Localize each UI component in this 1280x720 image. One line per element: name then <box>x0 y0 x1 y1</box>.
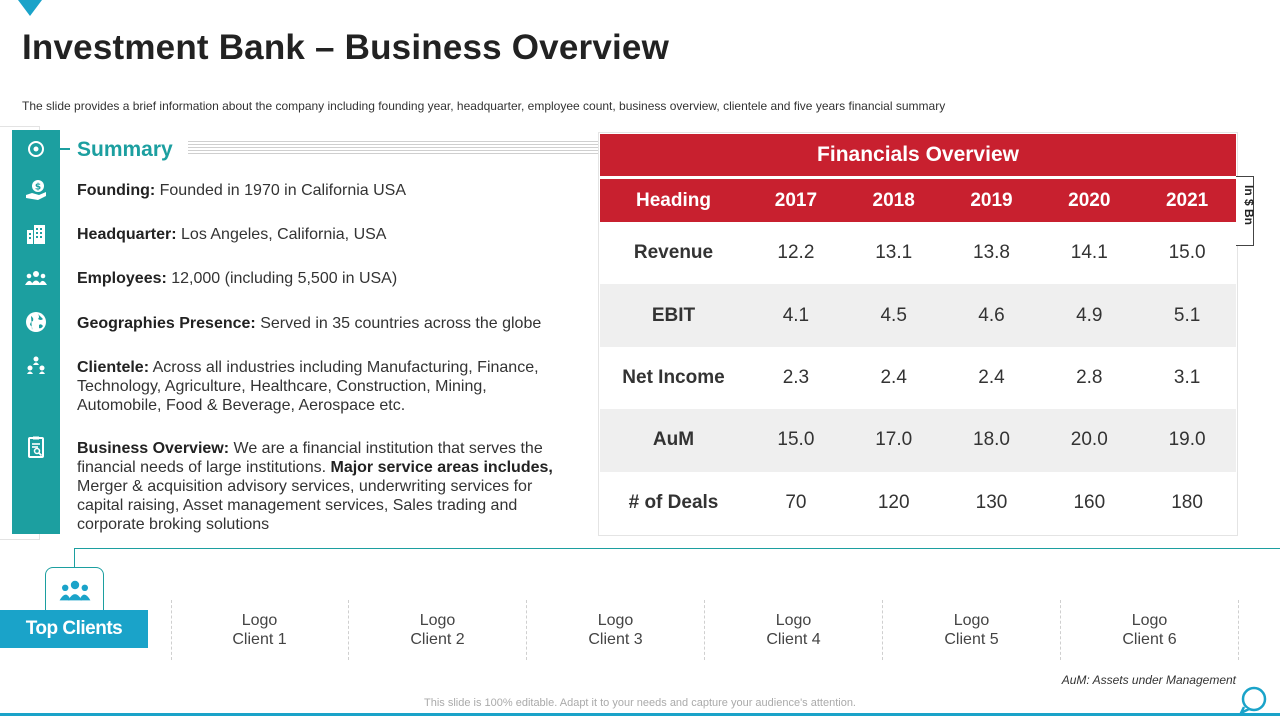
row-label: EBIT <box>600 284 747 347</box>
table-cell: 120 <box>877 491 910 513</box>
column-header: 2021 <box>1138 179 1236 222</box>
table-header-row: Heading 2017 2018 2019 2020 2021 <box>600 179 1236 222</box>
table-cell: 180 <box>1171 491 1203 513</box>
page-title: Investment Bank – Business Overview <box>22 28 669 67</box>
table-cell: 18.0 <box>942 409 1041 472</box>
table-row: EBIT 4.1 4.5 4.6 4.9 5.1 <box>600 284 1236 347</box>
unit-label: In $ Bn <box>1236 176 1256 246</box>
client-logo-6: Logo Client 6 <box>1061 600 1239 660</box>
summary-icon-sidebar: $ <box>12 130 60 534</box>
table-cell: 2.4 <box>978 366 1005 388</box>
table-cell: 4.6 <box>942 284 1041 347</box>
summary-item-business-overview: Business Overview: We are a financial in… <box>77 440 553 533</box>
summary-connector <box>60 148 70 150</box>
table-cell: 2.8 <box>1076 366 1103 388</box>
corner-triangle-decoration <box>18 0 42 16</box>
row-label: AuM <box>600 409 747 472</box>
aum-footnote: AuM: Assets under Management <box>1061 673 1236 687</box>
table-cell: 160 <box>1073 491 1106 513</box>
top-clients-label: Top Clients <box>0 610 148 648</box>
summary-item-clientele: Clientele: Across all industries includi… <box>77 359 539 414</box>
row-label: Net Income <box>622 366 725 388</box>
client-logo-3: Logo Client 3 <box>527 600 705 660</box>
table-cell: 5.1 <box>1138 284 1236 347</box>
column-header: 2018 <box>844 179 943 222</box>
row-label: # of Deals <box>628 491 719 513</box>
clients-connector <box>74 548 75 568</box>
table-cell: 70 <box>785 491 807 513</box>
column-header: 2020 <box>1040 179 1139 222</box>
summary-heading-rule <box>188 141 598 155</box>
people-group-icon <box>12 263 60 293</box>
column-header: Heading <box>600 179 747 222</box>
table-cell: 14.1 <box>1070 242 1108 264</box>
table-cell: 2.3 <box>782 366 810 388</box>
clipboard-icon <box>12 432 60 462</box>
summary-heading: Summary <box>77 138 173 161</box>
globe-icon <box>12 307 60 337</box>
summary-item-employees: Employees: 12,000 (including 5,500 in US… <box>77 270 398 287</box>
table-cell: 4.5 <box>844 284 943 347</box>
table-cell: 17.0 <box>844 409 943 472</box>
client-logo-2: Logo Client 2 <box>349 600 527 660</box>
table-row: Net Income 2.3 2.4 2.4 2.8 3.1 <box>600 347 1236 409</box>
summary-item-headquarter: Headquarter: Los Angeles, California, US… <box>77 226 387 243</box>
table-cell: 20.0 <box>1040 409 1139 472</box>
table-cell: 19.0 <box>1138 409 1236 472</box>
financials-table: Heading 2017 2018 2019 2020 2021 Revenue… <box>600 179 1236 534</box>
table-cell: 4.9 <box>1040 284 1139 347</box>
table-cell: 12.2 <box>777 242 815 264</box>
client-separator <box>171 600 172 660</box>
table-cell: 2.4 <box>880 366 907 388</box>
bottom-accent-line <box>0 713 1280 716</box>
summary-item-founding: Founding: Founded in 1970 in California … <box>77 182 407 199</box>
client-logo-1: Logo Client 1 <box>171 600 349 660</box>
building-icon <box>12 219 60 249</box>
financials-heading: Financials Overview <box>600 134 1236 176</box>
svg-text:$: $ <box>35 183 41 193</box>
table-cell: 3.1 <box>1173 366 1201 388</box>
chat-bubble-icon[interactable] <box>1238 685 1270 715</box>
row-label: Revenue <box>633 242 714 264</box>
page-subtitle: The slide provides a brief information a… <box>22 99 946 113</box>
table-row: AuM 15.0 17.0 18.0 20.0 19.0 <box>600 409 1236 472</box>
client-logo-4: Logo Client 4 <box>705 600 883 660</box>
client-logo-5: Logo Client 5 <box>883 600 1061 660</box>
table-cell: 130 <box>975 491 1008 513</box>
table-cell: 13.1 <box>875 242 913 264</box>
table-cell: 15.0 <box>747 409 845 472</box>
editable-footer: This slide is 100% editable. Adapt it to… <box>424 697 856 709</box>
table-cell: 13.8 <box>973 242 1010 264</box>
column-header: 2019 <box>942 179 1041 222</box>
network-people-icon <box>12 351 60 381</box>
clients-divider <box>74 548 1280 549</box>
table-cell: 15.0 <box>1168 242 1206 264</box>
summary-item-geographies: Geographies Presence: Served in 35 count… <box>77 315 542 332</box>
table-row: Revenue 12.2 13.1 13.8 14.1 15.0 <box>600 222 1236 284</box>
people-group-icon <box>59 580 90 600</box>
table-row: # of Deals 70 120 130 160 180 <box>600 472 1236 534</box>
column-header: 2017 <box>747 179 845 222</box>
money-hand-icon: $ <box>12 175 60 205</box>
target-icon <box>12 134 60 164</box>
table-cell: 4.1 <box>747 284 845 347</box>
clients-icon-tab <box>45 567 104 615</box>
financials-panel <box>598 132 1238 536</box>
